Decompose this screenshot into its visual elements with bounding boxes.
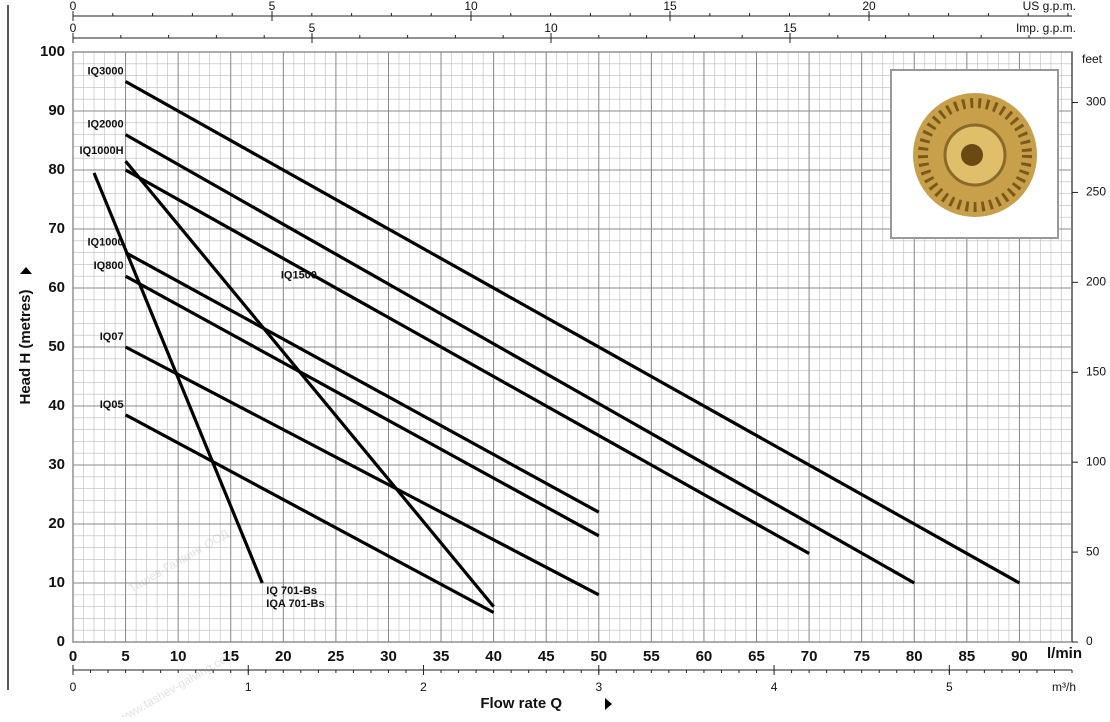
x-tick-label: 60: [696, 648, 713, 665]
impeller-photo: [891, 70, 1058, 238]
series-label: IQ3000: [87, 65, 123, 77]
imp-gpm-tick-label: 15: [783, 21, 797, 35]
feet-tick-label: 50: [1086, 544, 1100, 558]
x-tick-label: 75: [853, 648, 870, 665]
us-gpm-tick-label: 0: [70, 0, 77, 13]
x-tick-label: 55: [643, 648, 660, 665]
imp-gpm-tick-label: 5: [309, 21, 316, 35]
x-tick-label: 80: [906, 648, 923, 665]
x-tick-label: 65: [748, 648, 765, 665]
series-label: IQ1000H: [80, 145, 124, 157]
x-tick-label: 15: [222, 648, 239, 665]
m3h-tick-label: 2: [420, 680, 427, 694]
y-tick-label: 70: [48, 220, 65, 237]
x-tick-label: 0: [69, 648, 77, 665]
m3h-tick-label: 4: [771, 680, 778, 694]
feet-tick-label: 250: [1086, 185, 1106, 199]
series-label: IQ1500: [281, 269, 317, 281]
imp-gpm-tick-label: 0: [70, 21, 77, 35]
series-label: IQ1000: [87, 237, 123, 249]
x-tick-label: 30: [380, 648, 397, 665]
x-tick-label: 70: [801, 648, 818, 665]
x-tick-label: 40: [485, 648, 502, 665]
m3h-tick-label: 3: [595, 680, 602, 694]
feet-tick-label: 0: [1086, 634, 1093, 648]
x-tick-label: 35: [433, 648, 450, 665]
m3h-tick-label: 0: [70, 680, 77, 694]
feet-tick-label: 300: [1086, 95, 1106, 109]
y-tick-label: 30: [48, 456, 65, 473]
y-tick-label: 90: [48, 102, 65, 119]
us-gpm-tick-label: 10: [464, 0, 478, 13]
watermark-text: Ташев-Галвинг ООД: [126, 526, 231, 595]
us-gpm-tick-label: 20: [862, 0, 876, 13]
x-tick-label: 50: [590, 648, 607, 665]
x-tick-label: 45: [538, 648, 555, 665]
x-tick-label: 85: [958, 648, 975, 665]
chart: Ташев-Галвинг ООДwww.tashev-galving.com …: [0, 0, 1110, 717]
y-tick-label: 100: [40, 43, 65, 60]
us-gpm-tick-label: 5: [269, 0, 276, 13]
y-axis-title: Head H (metres): [17, 289, 34, 404]
m3h-tick-label: 5: [946, 680, 953, 694]
x-axis-title: Flow rate Q: [480, 695, 562, 712]
y-tick-label: 0: [57, 633, 65, 650]
x-tick-label: 20: [275, 648, 292, 665]
series-label: IQ 701-Bs: [266, 585, 317, 597]
x-unit: l/min: [1047, 645, 1082, 662]
series-label: IQ07: [100, 331, 124, 343]
m3h-tick-label: 1: [245, 680, 252, 694]
us-gpm-tick-label: 15: [663, 0, 677, 13]
x-tick-label: 90: [1011, 648, 1028, 665]
feet-tick-label: 150: [1086, 364, 1106, 378]
imp-gpm-tick-label: 10: [544, 21, 558, 35]
x-tick-label: 25: [328, 648, 345, 665]
y-tick-label: 60: [48, 279, 65, 296]
y-tick-label: 40: [48, 397, 65, 414]
y-tick-label: 20: [48, 515, 65, 532]
series-label: IQA 701-Bs: [266, 598, 324, 610]
m3h-axis-label: m³/h: [1052, 680, 1076, 694]
series-label: IQ2000: [87, 119, 123, 131]
arrow: [605, 698, 612, 710]
y-tick-label: 10: [48, 574, 65, 591]
feet-axis-label: feet: [1082, 52, 1103, 66]
imp-gpm-axis-label: Imp. g.p.m.: [1016, 21, 1076, 35]
series-label: IQ05: [100, 399, 124, 411]
us-gpm-axis-label: US g.p.m.: [1023, 0, 1076, 13]
x-tick-label: 5: [121, 648, 129, 665]
feet-tick-label: 100: [1086, 454, 1106, 468]
feet-tick-label: 200: [1086, 275, 1106, 289]
y-tick-label: 50: [48, 338, 65, 355]
arrow: [20, 267, 32, 274]
curve: [126, 82, 1020, 584]
y-tick-label: 80: [48, 161, 65, 178]
series-label: IQ800: [94, 260, 124, 272]
x-tick-label: 10: [170, 648, 187, 665]
